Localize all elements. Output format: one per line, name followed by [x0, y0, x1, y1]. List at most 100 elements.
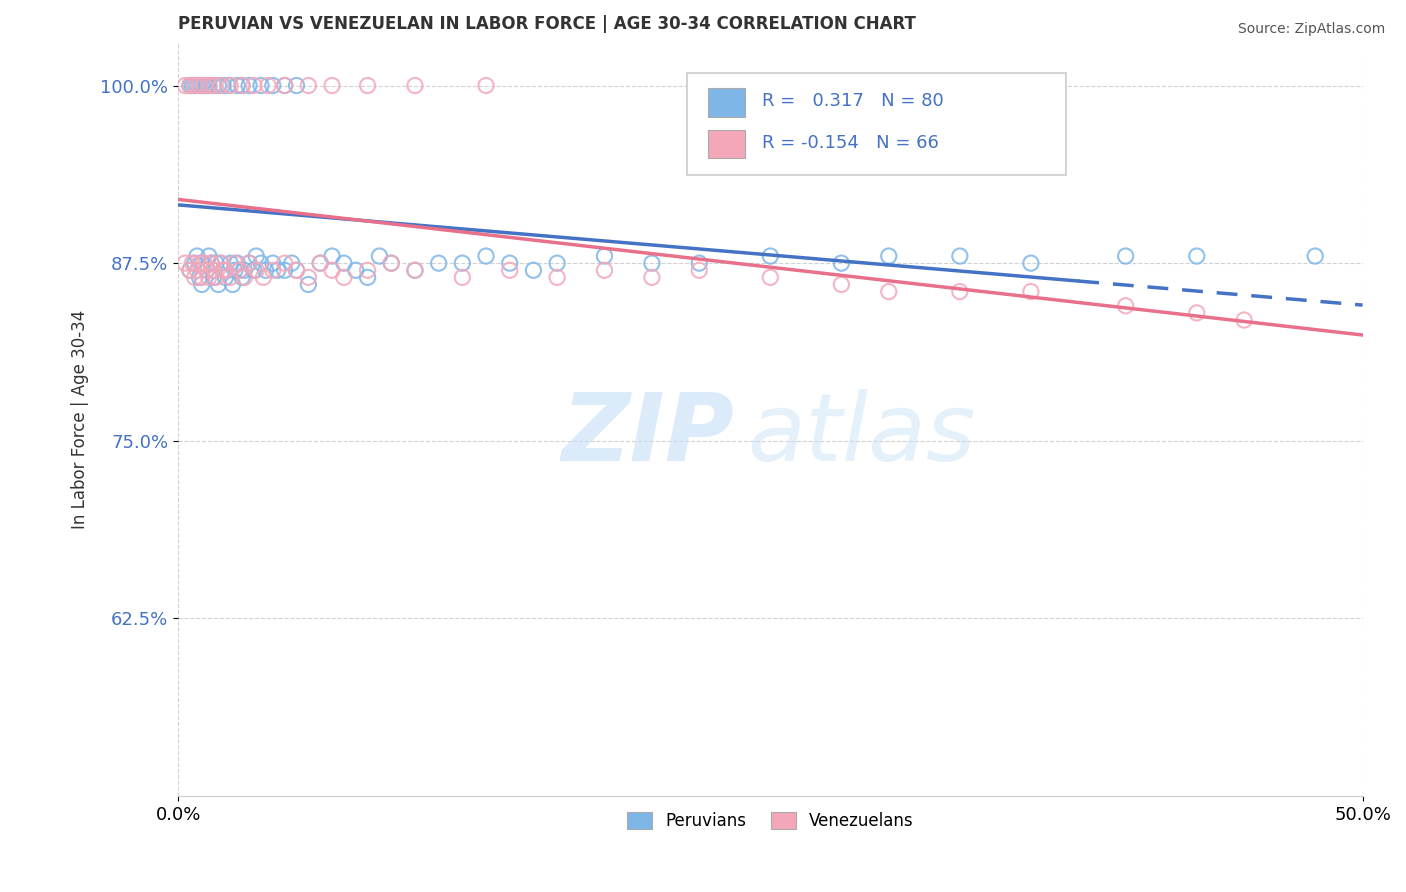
Point: [188, 270, 211, 285]
Point: [285, 263, 308, 277]
Point: [179, 78, 201, 93]
Point: [224, 263, 246, 277]
Point: [297, 78, 319, 93]
Text: atlas: atlas: [747, 389, 974, 480]
Point: [245, 263, 267, 277]
Text: ZIP: ZIP: [562, 389, 735, 481]
Point: [243, 78, 266, 93]
Point: [205, 270, 228, 285]
Point: [499, 263, 522, 277]
Point: [191, 78, 214, 93]
Point: [297, 277, 319, 292]
Point: [214, 263, 236, 277]
Text: Source: ZipAtlas.com: Source: ZipAtlas.com: [1237, 22, 1385, 37]
Point: [759, 249, 782, 263]
Point: [297, 270, 319, 285]
Point: [202, 270, 225, 285]
Point: [214, 270, 236, 285]
FancyBboxPatch shape: [707, 88, 745, 117]
Point: [202, 78, 225, 93]
Point: [252, 270, 274, 285]
Point: [344, 263, 367, 277]
Point: [193, 78, 215, 93]
Point: [641, 256, 664, 270]
Point: [333, 256, 356, 270]
Point: [877, 249, 900, 263]
Point: [404, 263, 426, 277]
Point: [243, 263, 266, 277]
Point: [209, 256, 232, 270]
Point: [233, 270, 256, 285]
Point: [499, 256, 522, 270]
Point: [475, 249, 498, 263]
Point: [226, 78, 249, 93]
Point: [830, 277, 852, 292]
Point: [195, 263, 218, 277]
Point: [209, 78, 232, 93]
Point: [546, 270, 568, 285]
Text: R = -0.154   N = 66: R = -0.154 N = 66: [762, 134, 939, 152]
Point: [250, 78, 273, 93]
Point: [1185, 306, 1208, 320]
Point: [186, 78, 208, 93]
Point: [186, 263, 208, 277]
Point: [273, 78, 295, 93]
Point: [193, 78, 215, 93]
Text: R =   0.317   N = 80: R = 0.317 N = 80: [762, 92, 943, 110]
Point: [231, 78, 253, 93]
Point: [181, 78, 204, 93]
Point: [212, 263, 235, 277]
Point: [183, 78, 205, 93]
FancyBboxPatch shape: [707, 129, 745, 158]
Point: [1019, 256, 1042, 270]
Point: [191, 277, 214, 292]
Point: [188, 256, 211, 270]
Point: [546, 256, 568, 270]
Point: [593, 263, 616, 277]
Point: [262, 78, 284, 93]
Point: [321, 249, 343, 263]
Point: [254, 263, 277, 277]
Point: [1115, 299, 1137, 313]
Point: [181, 256, 204, 270]
Point: [207, 277, 229, 292]
Point: [238, 256, 260, 270]
Y-axis label: In Labor Force | Age 30-34: In Labor Force | Age 30-34: [72, 310, 89, 529]
Point: [1019, 285, 1042, 299]
Point: [250, 256, 273, 270]
Point: [333, 270, 356, 285]
Point: [191, 256, 214, 270]
Point: [228, 263, 250, 277]
Point: [228, 263, 250, 277]
Point: [200, 256, 222, 270]
Point: [238, 256, 260, 270]
Point: [309, 256, 332, 270]
Point: [245, 249, 267, 263]
Point: [198, 249, 221, 263]
Point: [522, 263, 544, 277]
Point: [174, 256, 197, 270]
Point: [949, 249, 972, 263]
Point: [380, 256, 402, 270]
Point: [205, 256, 228, 270]
Point: [273, 78, 295, 93]
Point: [207, 78, 229, 93]
Point: [202, 263, 225, 277]
Point: [309, 256, 332, 270]
Point: [257, 78, 280, 93]
Point: [475, 78, 498, 93]
Point: [198, 78, 221, 93]
Point: [380, 256, 402, 270]
Point: [451, 256, 474, 270]
Point: [219, 256, 242, 270]
Point: [949, 285, 972, 299]
Point: [202, 263, 225, 277]
Point: [183, 78, 205, 93]
Point: [356, 263, 378, 277]
Point: [188, 78, 211, 93]
Point: [368, 249, 391, 263]
Point: [427, 256, 450, 270]
Point: [183, 270, 205, 285]
Point: [404, 263, 426, 277]
Point: [219, 270, 242, 285]
